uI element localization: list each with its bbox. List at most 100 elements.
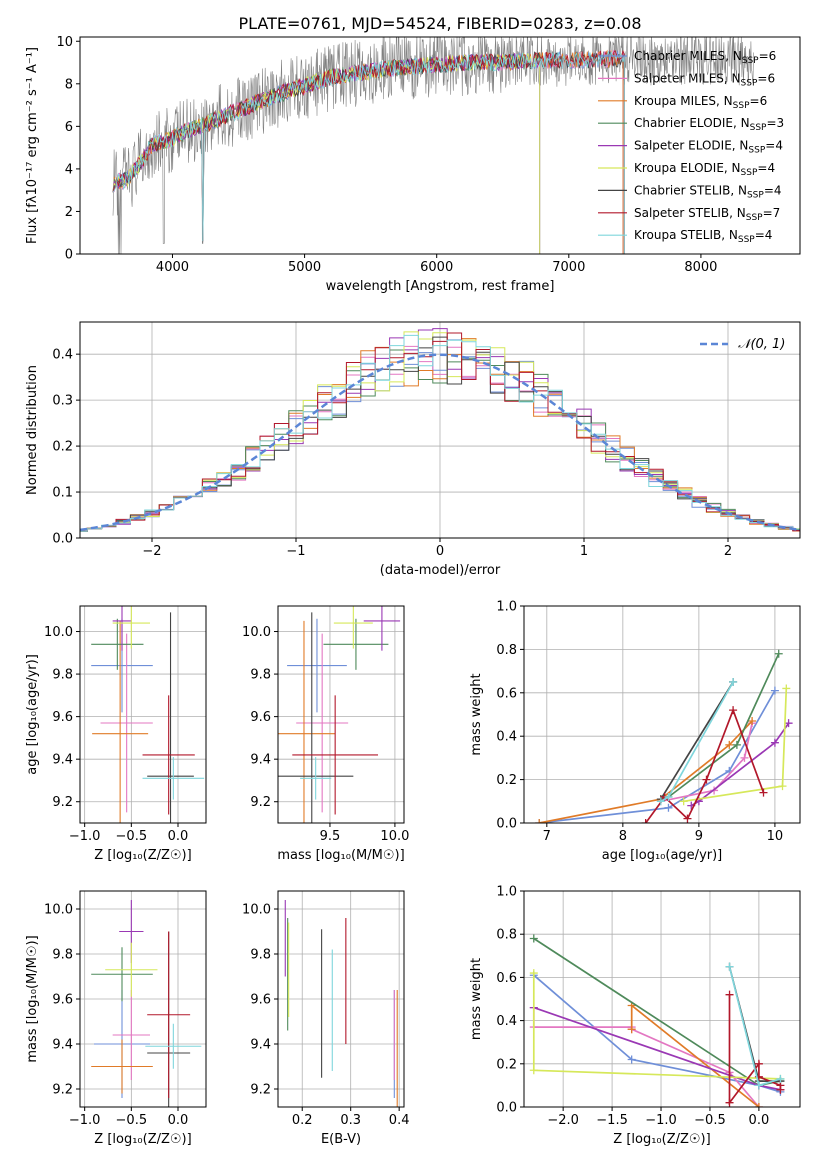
series-point bbox=[664, 792, 673, 801]
legend-entry: Chabrier MILES, NSSP=6 bbox=[634, 49, 776, 66]
y-tick-label: 0.8 bbox=[496, 928, 517, 943]
y-tick-label: 9.4 bbox=[52, 753, 73, 768]
y-tick-label: 9.6 bbox=[250, 993, 271, 1008]
panel-spectrum: 4000 5000 6000 7000 8000 0 2 4 6 8 10 wavelength [A… bbox=[25, 35, 801, 294]
x-tick-label: 9.5 bbox=[320, 829, 341, 844]
x-tick-label: −0.5 bbox=[116, 1113, 148, 1128]
y-tick-label: 9.8 bbox=[52, 668, 73, 683]
x-tick-label: 2 bbox=[724, 544, 732, 559]
series-point bbox=[729, 706, 738, 715]
y-tick-label: 0.4 bbox=[52, 348, 73, 363]
panel-age_vs_Z: −1.0 −0.5 0.0 9.2 9.4 9.6 9.8 10.0 Z [log₁₀(Z/Z☉… bbox=[25, 605, 207, 863]
plot-area-mass_vs_ebv bbox=[284, 900, 398, 1107]
series-point bbox=[778, 782, 787, 791]
x-tick-label: 0.4 bbox=[389, 1113, 410, 1128]
y-tick-label: 0 bbox=[65, 248, 73, 263]
x-tick-label: −1.0 bbox=[69, 1113, 101, 1128]
series-point bbox=[776, 1074, 785, 1083]
y-tick-label: 0.0 bbox=[52, 532, 73, 547]
legend-sub: SSP bbox=[750, 123, 767, 133]
y-tick-label: 9.4 bbox=[52, 1038, 73, 1053]
series-line bbox=[532, 1007, 760, 1107]
y-tick-label: 10 bbox=[56, 35, 73, 50]
series-point bbox=[729, 677, 738, 686]
x-axis-label: Z [log₁₀(Z/Z☉)] bbox=[94, 1132, 191, 1147]
legend-entry: Kroupa ELODIE, NSSP=4 bbox=[634, 161, 775, 178]
x-axis-label: wavelength [Angstrom, rest frame] bbox=[326, 279, 555, 294]
legend-sub: SSP bbox=[742, 56, 759, 66]
y-tick-label: 10.0 bbox=[44, 903, 73, 918]
y-tick-label: 0.3 bbox=[52, 394, 73, 409]
figure-title: PLATE=0761, MJD=54524, FIBERID=0283, z=0… bbox=[238, 14, 641, 33]
legend-entry: 𝒩(0, 1) bbox=[738, 337, 785, 352]
x-tick-label: −1.5 bbox=[596, 1113, 628, 1128]
panel-mass_vs_ebv: 0.2 0.3 0.4 9.2 9.4 9.6 9.8 10.0 E(B-V) bbox=[242, 890, 410, 1147]
x-tick-label: 0.0 bbox=[168, 829, 189, 844]
series-point bbox=[627, 1055, 636, 1064]
y-tick-label: 0.8 bbox=[496, 643, 517, 658]
y-axis-label: mass [log₁₀(M/M☉)] bbox=[25, 935, 40, 1062]
y-tick-label: 8 bbox=[65, 77, 73, 92]
legend-label: Kroupa STELIB, N bbox=[634, 228, 738, 242]
x-tick-label: 4000 bbox=[156, 260, 189, 275]
series-point bbox=[627, 1025, 636, 1034]
x-tick-label: −1 bbox=[286, 544, 305, 559]
series-point bbox=[770, 686, 779, 695]
series-point bbox=[641, 819, 650, 823]
y-tick-label: 1.0 bbox=[496, 885, 517, 900]
series-point bbox=[754, 1081, 763, 1090]
legend-entry: Kroupa MILES, NSSP=6 bbox=[634, 94, 767, 111]
series-point bbox=[774, 649, 783, 658]
x-tick-label: 8 bbox=[619, 829, 627, 844]
legend-label: Salpeter STELIB, N bbox=[634, 206, 746, 220]
y-tick-label: 10.0 bbox=[242, 903, 271, 918]
x-axis-label: (data-model)/error bbox=[380, 563, 501, 578]
series-line bbox=[660, 681, 734, 800]
panel-mass_vs_Z: −1.0 −0.5 0.0 9.2 9.4 9.6 9.8 10.0 Z [log₁₀(Z/Z☉… bbox=[25, 890, 207, 1147]
axes-frame bbox=[79, 890, 207, 1108]
x-axis-label: mass [log₁₀(M/M☉)] bbox=[277, 848, 404, 863]
y-tick-label: 0.6 bbox=[496, 686, 517, 701]
y-tick-label: 2 bbox=[65, 205, 73, 220]
y-tick-label: 9.2 bbox=[250, 1083, 271, 1098]
y-tick-label: 0.2 bbox=[52, 440, 73, 455]
y-tick-label: 0.4 bbox=[496, 1014, 517, 1029]
legend-tail: =6 bbox=[759, 49, 777, 63]
series-line bbox=[533, 937, 781, 1087]
x-tick-label: −0.5 bbox=[116, 829, 148, 844]
x-axis-label: age [log₁₀(age/yr)] bbox=[602, 848, 723, 863]
legend-label: Salpeter MILES, N bbox=[634, 71, 741, 85]
x-tick-label: −1.0 bbox=[645, 1113, 677, 1128]
y-axis-label: mass weight bbox=[469, 958, 484, 1040]
y-tick-label: 0.6 bbox=[496, 971, 517, 986]
x-tick-label: 0 bbox=[436, 544, 444, 559]
y-tick-label: 0.1 bbox=[52, 486, 73, 501]
y-axis-label: Flux [fλ10⁻¹⁷ erg cm⁻² s⁻¹ A⁻¹] bbox=[25, 47, 40, 244]
legend-tail: =4 bbox=[764, 183, 782, 197]
y-tick-label: 9.6 bbox=[250, 710, 271, 725]
legend-entry: Salpeter ELODIE, NSSP=4 bbox=[634, 139, 783, 156]
model-line-salpeter-stelib bbox=[112, 49, 625, 254]
plot-area-age_vs_mass bbox=[278, 606, 401, 823]
series-point bbox=[782, 684, 791, 693]
legend-entry: Chabrier STELIB, NSSP=4 bbox=[634, 183, 782, 200]
x-tick-label: 7000 bbox=[552, 260, 585, 275]
series-point bbox=[754, 1059, 763, 1068]
y-tick-label: 0.0 bbox=[496, 817, 517, 832]
axes-frame bbox=[523, 890, 801, 1108]
legend-tail: =7 bbox=[763, 206, 781, 220]
legend-label: Chabrier ELODIE, N bbox=[634, 116, 750, 130]
y-tick-label: 9.8 bbox=[250, 668, 271, 683]
x-axis-label: Z [log₁₀(Z/Z☉)] bbox=[94, 848, 191, 863]
y-tick-label: 9.8 bbox=[52, 948, 73, 963]
plot-area-age_vs_Z bbox=[91, 606, 205, 823]
series-point bbox=[725, 990, 734, 999]
y-tick-label: 9.2 bbox=[250, 795, 271, 810]
x-axis-label: E(B-V) bbox=[321, 1132, 361, 1147]
y-tick-label: 10.0 bbox=[242, 625, 271, 640]
histogram-kroupa-stelib bbox=[80, 334, 800, 532]
series-point bbox=[529, 1066, 538, 1075]
x-tick-label: 0.0 bbox=[749, 1113, 770, 1128]
x-tick-label: −2 bbox=[142, 544, 161, 559]
